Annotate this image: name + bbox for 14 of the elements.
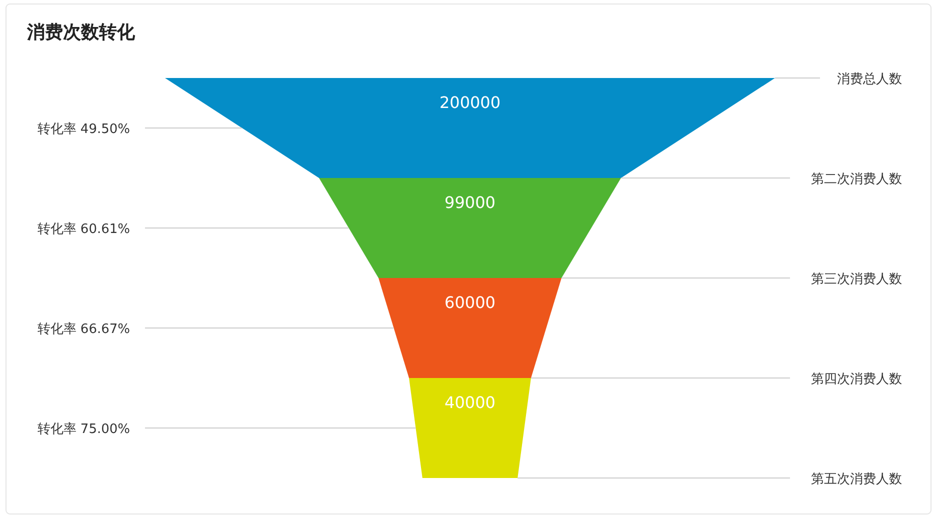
category-label: 消费总人数 <box>837 72 902 87</box>
data-label: 60000 <box>444 293 496 312</box>
text: 第五次消费人数 <box>811 472 902 487</box>
text: 转化率 49.50% <box>37 121 130 137</box>
text: 转化率 75.00% <box>37 421 130 437</box>
data-label: 40000 <box>444 393 496 412</box>
text: 转化率 60.61% <box>37 221 130 237</box>
data-label: 200000 <box>439 93 501 112</box>
category-label: 第二次消费人数 <box>811 172 902 187</box>
text: 消费次数转化 <box>26 22 136 43</box>
category-label: 第四次消费人数 <box>811 372 902 387</box>
category-label: 第三次消费人数 <box>811 272 902 287</box>
text: 转化率 66.67% <box>37 321 130 337</box>
data-label: 99000 <box>444 193 496 212</box>
